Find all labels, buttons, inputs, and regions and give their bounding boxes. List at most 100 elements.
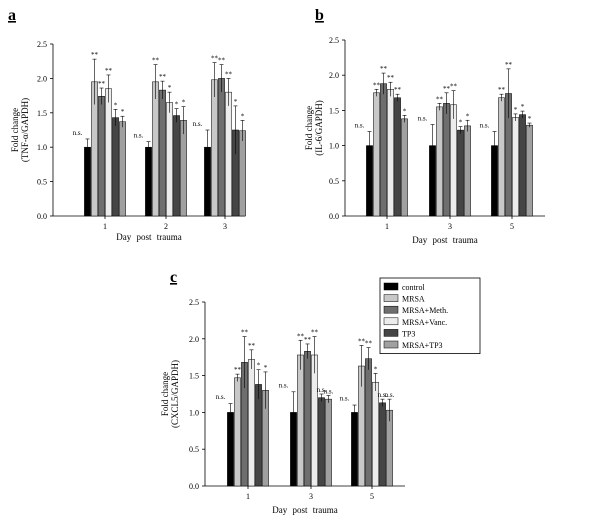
significance-label: n.s. [193, 120, 203, 128]
bar-b-5-5 [526, 124, 533, 217]
y-tick-label: 0.0 [37, 212, 47, 221]
x-tick-label: 1 [103, 222, 107, 231]
significance-label: n.s. [216, 393, 226, 401]
y-tick-label: 2.5 [189, 298, 199, 307]
bar-c-5-4 [379, 402, 386, 487]
bar-a-2-4 [173, 115, 180, 217]
significance-label: ** [218, 57, 226, 65]
significance-label: ** [234, 366, 242, 374]
y-tick-label: 1.5 [189, 372, 199, 381]
x-tick-label: 3 [223, 222, 227, 231]
legend-swatch [383, 329, 399, 337]
panel-letter-a: a [8, 7, 16, 24]
significance-label: ** [365, 340, 373, 348]
significance-label: * [257, 362, 261, 370]
bar-c-3-2 [304, 351, 311, 487]
x-tick-label: 1 [246, 492, 250, 501]
significance-label: * [234, 98, 238, 106]
bar-a-3-3 [225, 91, 232, 217]
y-tick-label: 1.5 [37, 109, 47, 118]
legend-swatch [383, 317, 399, 326]
x-tick-label: 3 [309, 492, 313, 501]
bar-b-1-3 [387, 89, 394, 217]
y-tick-label: 1.5 [329, 106, 339, 115]
bar-b-1-1 [373, 92, 380, 217]
bar-a-1-0 [84, 146, 91, 217]
y-tick-label: 2.0 [37, 74, 47, 83]
significance-label: ** [304, 336, 312, 344]
y-tick-label: 0.0 [189, 482, 199, 491]
bar-b-3-2 [443, 103, 450, 217]
bar-b-3-3 [450, 104, 457, 217]
significance-label: n.s. [340, 395, 350, 403]
significance-label: * [175, 101, 179, 109]
significance-label: n.s. [73, 129, 83, 137]
legend-label: control [402, 283, 425, 292]
significance-label: ** [380, 65, 388, 73]
significance-label: ** [98, 80, 106, 88]
significance-label: * [121, 108, 125, 116]
significance-label: ** [394, 86, 402, 94]
significance-label: ** [297, 332, 305, 340]
y-tick-label: 0.0 [329, 212, 339, 221]
x-tick-label: 3 [448, 222, 452, 231]
bar-a-2-3 [166, 102, 173, 217]
significance-label: n.s. [279, 381, 289, 389]
legend-label: MRSA [402, 295, 425, 304]
significance-label: * [459, 119, 463, 127]
significance-label: ** [311, 329, 319, 337]
significance-label: ** [450, 83, 458, 91]
bar-c-1-0 [227, 412, 234, 487]
significance-label: * [114, 101, 118, 109]
x-axis-title: Day post trauma [272, 505, 337, 515]
bar-a-3-2 [218, 78, 225, 217]
x-tick-label: 2 [164, 222, 168, 231]
y-axis-title-line: (CXCL5/GAPDH) [170, 360, 180, 428]
significance-label: * [403, 107, 407, 115]
bar-c-1-4 [255, 384, 262, 487]
significance-label: ** [91, 51, 99, 59]
significance-label: n.s. [317, 386, 327, 394]
significance-label: * [374, 365, 378, 373]
y-axis-title: Fold change(TNF-α/GAPDH) [10, 98, 30, 162]
x-axis-title: Day post trauma [412, 235, 477, 245]
y-tick-label: 0.5 [37, 178, 47, 187]
bar-c-5-2 [365, 358, 372, 487]
bar-c-3-1 [297, 354, 304, 487]
significance-label: ** [241, 329, 249, 337]
y-tick-label: 1.0 [37, 143, 47, 152]
significance-label: * [182, 99, 186, 107]
significance-label: ** [152, 57, 160, 65]
bar-b-1-2 [380, 83, 387, 217]
y-axis-title: Fold change(CXCL5/GAPDH) [160, 360, 180, 428]
legend-label: MRSA+TP3 [402, 341, 443, 350]
x-axis-title: Day post trauma [116, 232, 181, 242]
significance-label: * [514, 106, 518, 114]
bar-b-1-4 [394, 97, 401, 217]
significance-label: * [466, 112, 470, 120]
legend-label: MRSA+Meth. [402, 306, 448, 315]
significance-label: ** [387, 74, 395, 82]
legend-label: MRSA+Vanc. [402, 318, 447, 327]
x-tick-label: 1 [385, 222, 389, 231]
significance-label: ** [436, 95, 444, 103]
bar-a-2-2 [159, 89, 166, 217]
bar-c-5-5 [386, 409, 393, 487]
bar-a-2-5 [180, 120, 187, 217]
x-tick-label: 5 [510, 222, 514, 231]
chart-panel-a: a 0.0 0.5 1.0 1.5 2.0 2.5 Fold change(TNF-α/GAP… [8, 7, 246, 242]
y-tick-label: 1.0 [189, 408, 199, 417]
y-tick-label: 0.5 [189, 445, 199, 454]
significance-label: ** [159, 73, 167, 81]
significance-label: * [241, 112, 245, 120]
significance-label: n.s. [418, 114, 428, 122]
y-tick-label: 0.5 [329, 177, 339, 186]
bar-a-1-5 [119, 121, 126, 217]
bar-c-3-4 [318, 397, 325, 487]
legend-swatch [383, 294, 399, 302]
bar-b-5-3 [512, 117, 519, 217]
significance-label: ** [211, 55, 219, 63]
y-axis-title: Fold change(IL-6/GAPDH) [304, 100, 324, 156]
legend-swatch [383, 305, 399, 314]
significance-label: * [528, 115, 532, 123]
